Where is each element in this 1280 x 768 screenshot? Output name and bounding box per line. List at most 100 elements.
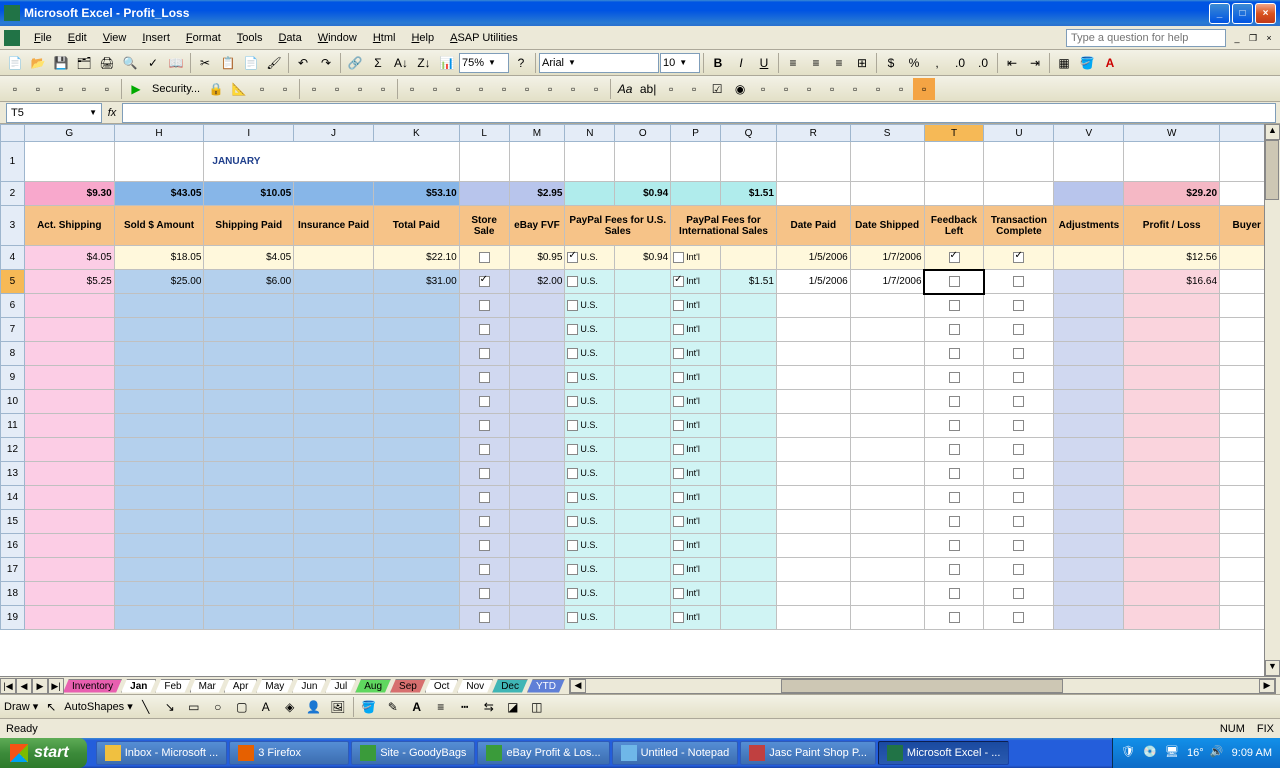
cell[interactable]: 1/7/2006	[850, 270, 924, 294]
sheet-tab-jan[interactable]: Jan	[121, 679, 156, 693]
tab-prev-button[interactable]: ◀	[16, 678, 32, 694]
cell[interactable]	[1124, 510, 1220, 534]
total-cell[interactable]	[984, 182, 1054, 206]
redo-button[interactable]: ↷	[315, 52, 337, 74]
italic-button[interactable]: I	[730, 52, 752, 74]
total-cell[interactable]: $43.05	[114, 182, 204, 206]
tb2-btn[interactable]: ▫	[424, 78, 446, 100]
cell[interactable]	[114, 142, 204, 182]
cell[interactable]	[1124, 318, 1220, 342]
cell[interactable]	[721, 534, 777, 558]
menu-view[interactable]: View	[95, 30, 135, 46]
menu-tools[interactable]: Tools	[229, 30, 271, 46]
cell[interactable]	[24, 318, 114, 342]
tb2-btn[interactable]: ▫	[798, 78, 820, 100]
cell[interactable]	[776, 558, 850, 582]
cell[interactable]	[1124, 606, 1220, 630]
column-header-cell[interactable]: Sold $ Amount	[114, 206, 204, 246]
cell[interactable]	[294, 462, 374, 486]
cell[interactable]	[1054, 462, 1124, 486]
cell[interactable]	[1054, 270, 1124, 294]
cell[interactable]	[776, 486, 850, 510]
tb2-btn[interactable]: ▫	[683, 78, 705, 100]
cell[interactable]	[204, 462, 294, 486]
cell[interactable]	[850, 390, 924, 414]
taskbar-app-button[interactable]: Inbox - Microsoft ...	[96, 741, 228, 765]
cell[interactable]	[509, 510, 565, 534]
spelling-button[interactable]: ✓	[142, 52, 164, 74]
cell[interactable]	[114, 486, 204, 510]
sheet-tab-nov[interactable]: Nov	[457, 679, 493, 693]
cell[interactable]	[373, 558, 459, 582]
cell[interactable]	[1124, 558, 1220, 582]
cell[interactable]	[204, 294, 294, 318]
row-header[interactable]: 6	[1, 294, 25, 318]
cell[interactable]	[294, 294, 374, 318]
cell[interactable]: $2.00	[509, 270, 565, 294]
cell[interactable]	[509, 606, 565, 630]
cell[interactable]	[114, 318, 204, 342]
cell[interactable]	[373, 582, 459, 606]
menu-html[interactable]: Html	[365, 30, 404, 46]
tb2-btn[interactable]: ▫	[447, 78, 469, 100]
cell[interactable]	[294, 534, 374, 558]
taskbar-app-button[interactable]: Microsoft Excel - ...	[878, 741, 1010, 765]
cell[interactable]	[294, 510, 374, 534]
menu-window[interactable]: Window	[310, 30, 365, 46]
cell[interactable]	[509, 342, 565, 366]
cell[interactable]	[1124, 534, 1220, 558]
col-header[interactable]: J	[294, 125, 374, 142]
cell[interactable]	[373, 318, 459, 342]
column-header-cell[interactable]: PayPal Fees for International Sales	[671, 206, 777, 246]
total-cell[interactable]: $29.20	[1124, 182, 1220, 206]
column-header-cell[interactable]: eBay FVF	[509, 206, 565, 246]
column-header-cell[interactable]: Transaction Complete	[984, 206, 1054, 246]
row-header[interactable]: 10	[1, 390, 25, 414]
cell[interactable]: U.S.	[565, 390, 615, 414]
col-header[interactable]: W	[1124, 125, 1220, 142]
cell[interactable]	[373, 366, 459, 390]
cell[interactable]	[373, 510, 459, 534]
cell[interactable]	[294, 486, 374, 510]
total-cell[interactable]	[850, 182, 924, 206]
cell[interactable]	[721, 558, 777, 582]
cell[interactable]	[1124, 438, 1220, 462]
cell[interactable]: Int'l	[671, 390, 721, 414]
col-header[interactable]: P	[671, 125, 721, 142]
cell[interactable]: U.S.	[565, 558, 615, 582]
taskbar-app-button[interactable]: Untitled - Notepad	[612, 741, 739, 765]
column-header-cell[interactable]: PayPal Fees for U.S. Sales	[565, 206, 671, 246]
cell[interactable]	[615, 414, 671, 438]
cell[interactable]	[24, 462, 114, 486]
row-header[interactable]: 17	[1, 558, 25, 582]
tb2-btn[interactable]: ▫	[251, 78, 273, 100]
cell[interactable]	[114, 534, 204, 558]
row-header[interactable]: 18	[1, 582, 25, 606]
cell[interactable]	[204, 558, 294, 582]
line-button[interactable]: ╲	[135, 696, 157, 718]
col-header[interactable]: Q	[721, 125, 777, 142]
cell[interactable]	[984, 510, 1054, 534]
sheet-tab-inventory[interactable]: Inventory	[63, 679, 122, 693]
cell[interactable]	[1054, 534, 1124, 558]
col-header[interactable]: G	[24, 125, 114, 142]
tb2-btn[interactable]: ab|	[637, 78, 659, 100]
cell[interactable]	[459, 270, 509, 294]
cell[interactable]: Int'l	[671, 294, 721, 318]
cell[interactable]	[984, 534, 1054, 558]
cell[interactable]	[1124, 486, 1220, 510]
line-style-button[interactable]: ≡	[430, 696, 452, 718]
cell[interactable]	[459, 558, 509, 582]
font-size-combo[interactable]: 10▼	[660, 53, 700, 73]
cell[interactable]: U.S.	[565, 294, 615, 318]
column-header-cell[interactable]: Date Shipped	[850, 206, 924, 246]
cell[interactable]	[924, 486, 984, 510]
cell[interactable]	[1124, 582, 1220, 606]
cell[interactable]	[114, 462, 204, 486]
cell[interactable]	[373, 438, 459, 462]
tb2-btn[interactable]: ▫	[4, 78, 26, 100]
menu-help[interactable]: Help	[403, 30, 442, 46]
sheet-tab-feb[interactable]: Feb	[155, 679, 190, 693]
horizontal-scrollbar[interactable]: ◀▶	[569, 678, 1276, 694]
cell[interactable]	[924, 510, 984, 534]
